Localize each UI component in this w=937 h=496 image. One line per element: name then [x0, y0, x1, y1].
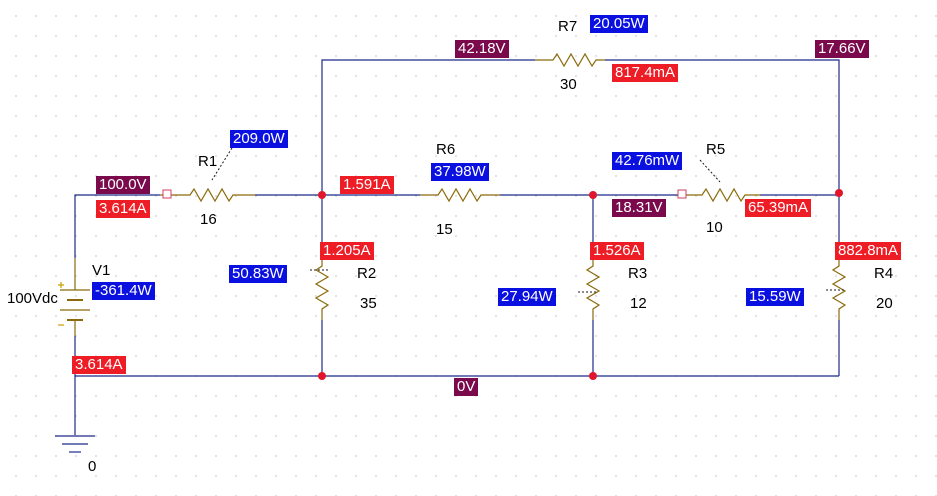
- current-label-r2: 1.205A: [320, 242, 374, 260]
- current-label-r4: 882.8mA: [835, 242, 902, 260]
- r4-name: R4: [874, 265, 894, 282]
- voltage-source-v1: [58, 258, 90, 336]
- current-label-r5: 65.39mA: [745, 199, 812, 217]
- v1-name: V1: [92, 262, 111, 279]
- r1-name: R1: [198, 153, 218, 170]
- ground-label: 0: [88, 458, 97, 475]
- voltage-label-ground: 0V: [454, 378, 479, 396]
- power-label-r1: 209.0W: [230, 130, 288, 148]
- probe-marker-r5: [677, 189, 687, 199]
- resistor-r3: [585, 258, 601, 320]
- probe-marker-r1: [162, 189, 172, 199]
- wire-top-left: [321, 59, 535, 195]
- wire-top-right: [605, 59, 840, 193]
- power-label-r7: 20.05W: [590, 15, 648, 33]
- current-label-source: 3.614A: [72, 356, 126, 374]
- voltage-label-top-left: 42.18V: [455, 40, 509, 58]
- resistor-r6: [420, 187, 500, 203]
- voltage-label-top-right: 17.66V: [815, 40, 869, 58]
- resistor-r5: [680, 187, 760, 203]
- ground-symbol: [55, 435, 95, 453]
- junction-dots: [318, 189, 843, 380]
- r3-value: 12: [630, 295, 647, 312]
- v1-value: 100Vdc: [7, 290, 58, 307]
- r5-name: R5: [706, 141, 726, 158]
- r6-name: R6: [436, 141, 456, 158]
- power-label-r4: 15.59W: [746, 288, 804, 306]
- power-label-r2: 50.83W: [229, 265, 287, 283]
- power-label-r6: 37.98W: [431, 163, 489, 181]
- power-label-r5: 42.76mW: [612, 152, 683, 170]
- voltage-label-r5-node: 18.31V: [612, 199, 666, 217]
- r3-name: R3: [628, 265, 648, 282]
- r2-value: 35: [360, 295, 377, 312]
- resistor-r4: [831, 258, 847, 320]
- r1-value: 16: [200, 211, 217, 228]
- resistor-r7: [535, 52, 605, 68]
- current-label-r7: 817.4mA: [612, 64, 679, 82]
- wire-v1-top: [74, 194, 160, 258]
- voltage-label-source: 100.0V: [96, 176, 150, 194]
- current-label-r3: 1.526A: [590, 242, 644, 260]
- r4-value: 20: [876, 295, 893, 312]
- r6-value: 15: [436, 221, 453, 238]
- r7-name: R7: [558, 18, 578, 35]
- power-label-r3: 27.94W: [498, 288, 556, 306]
- r7-value: 30: [560, 76, 577, 93]
- current-label-r6: 1.591A: [340, 176, 394, 194]
- current-label-r1: 3.614A: [96, 200, 150, 218]
- resistor-r1: [160, 187, 255, 203]
- r5-value: 10: [706, 219, 723, 236]
- resistor-r2: [314, 258, 330, 320]
- wire-bottom: [74, 336, 839, 377]
- power-label-v1: -361.4W: [92, 282, 155, 300]
- r2-name: R2: [357, 265, 377, 282]
